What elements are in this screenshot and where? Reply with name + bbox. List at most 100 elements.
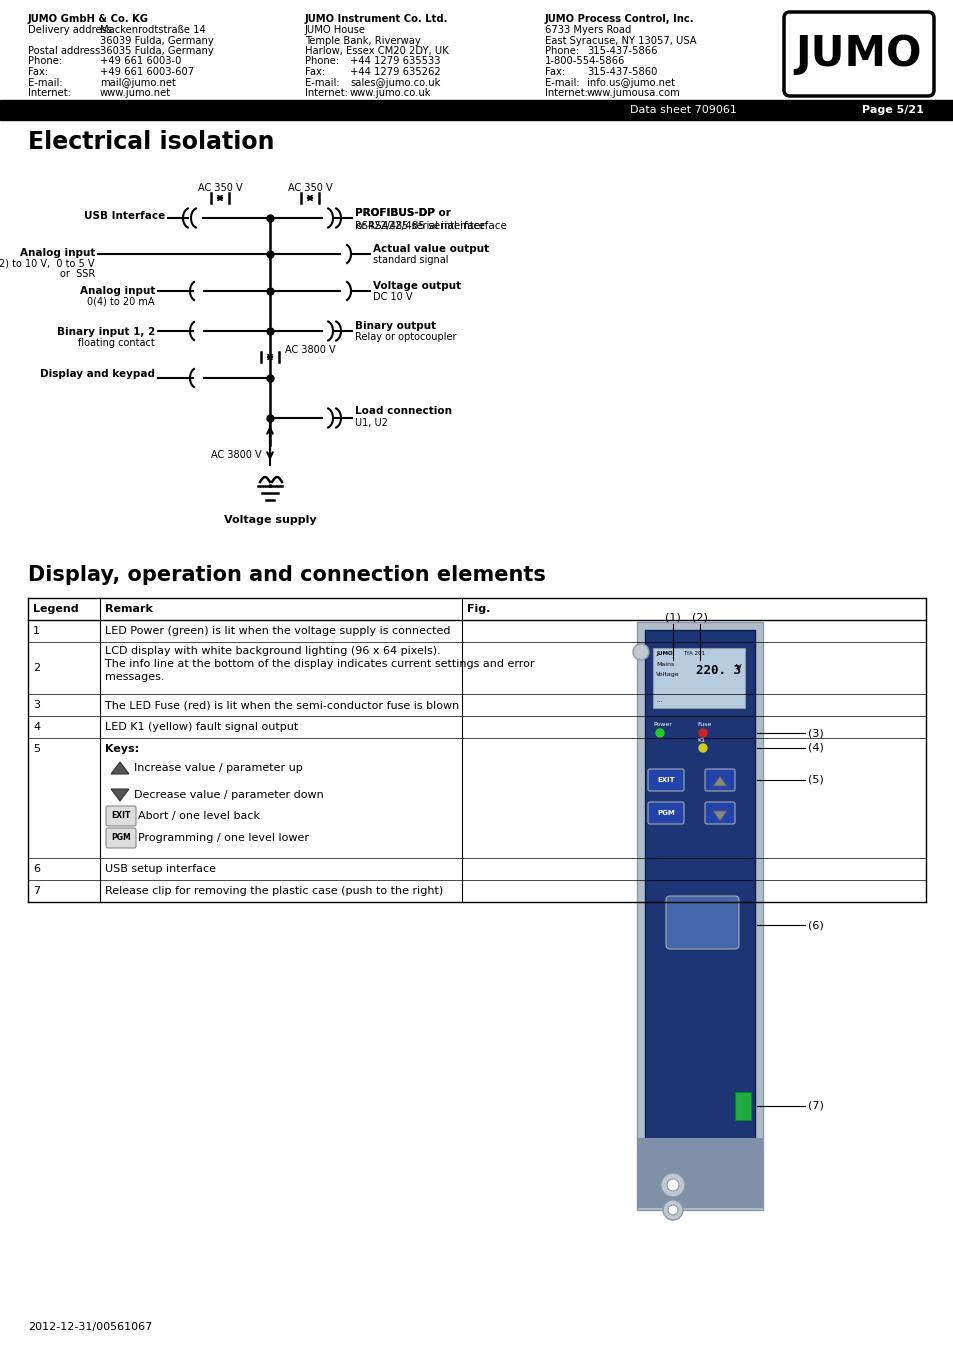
Text: 220. 3: 220. 3 [696,664,740,676]
Text: 6: 6 [33,864,40,873]
Text: Display, operation and connection elements: Display, operation and connection elemen… [28,566,545,585]
Text: 7: 7 [33,886,40,896]
Text: Voltage output: Voltage output [373,281,460,292]
Bar [734,1092,750,1120]
Text: USB Interface: USB Interface [84,211,165,221]
Text: Display and keypad: Display and keypad [40,369,154,379]
Text: U1, U2: U1, U2 [355,418,388,428]
Text: (3): (3) [807,728,822,738]
Text: Binary output: Binary output [355,321,436,331]
Text: 36035 Fulda, Germany: 36035 Fulda, Germany [100,46,213,55]
Circle shape [656,729,663,737]
Text: +49 661 6003-0: +49 661 6003-0 [100,57,181,66]
Text: Voltage supply: Voltage supply [223,514,316,525]
Text: Analog input: Analog input [79,286,154,296]
Text: (4): (4) [807,743,823,753]
Text: Actual value output: Actual value output [373,244,489,254]
Text: (7): (7) [807,1102,823,1111]
Text: V: V [736,664,741,674]
Text: (5): (5) [807,775,822,784]
Text: RS422/485 serial interface: RS422/485 serial interface [355,221,484,231]
Text: LCD display with white background lighting (96 x 64 pixels).: LCD display with white background lighti… [105,647,440,656]
Text: 2: 2 [33,663,40,674]
Text: 1: 1 [33,626,40,636]
Text: Postal address:: Postal address: [28,46,103,55]
Text: AC 3800 V: AC 3800 V [212,450,262,460]
Text: Programming / one level lower: Programming / one level lower [138,833,309,842]
Text: Fax:: Fax: [28,68,48,77]
FancyBboxPatch shape [647,802,683,824]
Text: 5: 5 [33,744,40,755]
Text: Remark: Remark [105,603,152,614]
Text: Release clip for removing the plastic case (push to the right): Release clip for removing the plastic ca… [105,886,443,896]
Text: (1): (1) [664,613,680,622]
FancyBboxPatch shape [106,828,136,848]
Text: JUMO Process Control, Inc.: JUMO Process Control, Inc. [544,14,694,24]
Text: Temple Bank, Riverway: Temple Bank, Riverway [305,35,420,46]
Text: EXIT: EXIT [657,778,674,783]
Text: Legend: Legend [33,603,78,614]
Text: +44 1279 635533: +44 1279 635533 [350,57,440,66]
Text: PROFIBUS-DP or: PROFIBUS-DP or [355,208,451,217]
Text: AC 3800 V: AC 3800 V [285,346,335,355]
Text: 6733 Myers Road: 6733 Myers Road [544,26,631,35]
FancyBboxPatch shape [704,802,734,824]
Circle shape [667,1206,678,1215]
Text: JUMO: JUMO [795,32,922,76]
Text: Internet:: Internet: [28,88,71,99]
Text: Phone:: Phone: [544,46,578,55]
Text: messages.: messages. [105,672,164,682]
Circle shape [633,644,648,660]
Text: (2): (2) [691,613,707,622]
FancyBboxPatch shape [106,806,136,826]
Text: www.jumousa.com: www.jumousa.com [586,88,680,99]
Circle shape [660,1173,684,1197]
Bar [644,630,754,1139]
FancyBboxPatch shape [704,769,734,791]
Bar [652,648,744,707]
Text: +49 661 6003-607: +49 661 6003-607 [100,68,193,77]
Text: RS422/485 serial interface: RS422/485 serial interface [368,221,506,231]
Bar [637,622,762,1210]
Text: Abort / one level back: Abort / one level back [138,811,260,821]
Text: 0(4) to 20 mA: 0(4) to 20 mA [88,296,154,306]
Text: Load connection: Load connection [355,406,452,416]
Text: ...: ... [656,697,662,703]
Text: +44 1279 635262: +44 1279 635262 [350,68,440,77]
Text: EXIT: EXIT [112,811,131,821]
Text: 0(2) to 10 V,  0 to 5 V: 0(2) to 10 V, 0 to 5 V [0,258,95,269]
Text: mail@jumo.net: mail@jumo.net [100,77,175,88]
Text: Relay or optocoupler: Relay or optocoupler [355,332,456,342]
Text: Delivery address:: Delivery address: [28,26,115,35]
Text: 1-800-554-5866: 1-800-554-5866 [544,57,625,66]
Text: Internet:: Internet: [544,88,587,99]
Text: K1: K1 [697,738,704,742]
Text: LED K1 (yellow) fault signal output: LED K1 (yellow) fault signal output [105,722,298,732]
Text: PGM: PGM [111,833,131,842]
Text: E-mail:: E-mail: [544,77,579,88]
Text: Internet:: Internet: [305,88,348,99]
Text: or  SSR: or SSR [60,269,95,279]
Text: PGM: PGM [657,810,674,815]
Text: E-mail:: E-mail: [305,77,339,88]
Text: TYA 201: TYA 201 [682,651,704,656]
Text: Voltage: Voltage [656,672,679,676]
Text: East Syracuse, NY 13057, USA: East Syracuse, NY 13057, USA [544,35,696,46]
Text: Fax:: Fax: [544,68,564,77]
Text: Binary input 1, 2: Binary input 1, 2 [56,327,154,338]
Text: Increase value / parameter up: Increase value / parameter up [133,763,302,774]
Text: JUMO GmbH & Co. KG: JUMO GmbH & Co. KG [28,14,149,24]
Text: Mackenrodtstraße 14: Mackenrodtstraße 14 [100,26,206,35]
Text: Analog input: Analog input [20,248,95,258]
Text: Data sheet 709061: Data sheet 709061 [629,105,736,115]
FancyBboxPatch shape [637,1138,762,1208]
Text: AC 350 V: AC 350 V [288,184,332,193]
Text: info.us@jumo.net: info.us@jumo.net [586,77,675,88]
Text: (6): (6) [807,919,822,930]
Text: standard signal: standard signal [373,255,448,265]
Text: Fax:: Fax: [305,68,325,77]
Text: Fuse: Fuse [697,722,711,728]
Text: 315-437-5866: 315-437-5866 [586,46,657,55]
Text: The info line at the bottom of the display indicates current settings and error: The info line at the bottom of the displ… [105,659,534,670]
Text: Phone:: Phone: [28,57,62,66]
